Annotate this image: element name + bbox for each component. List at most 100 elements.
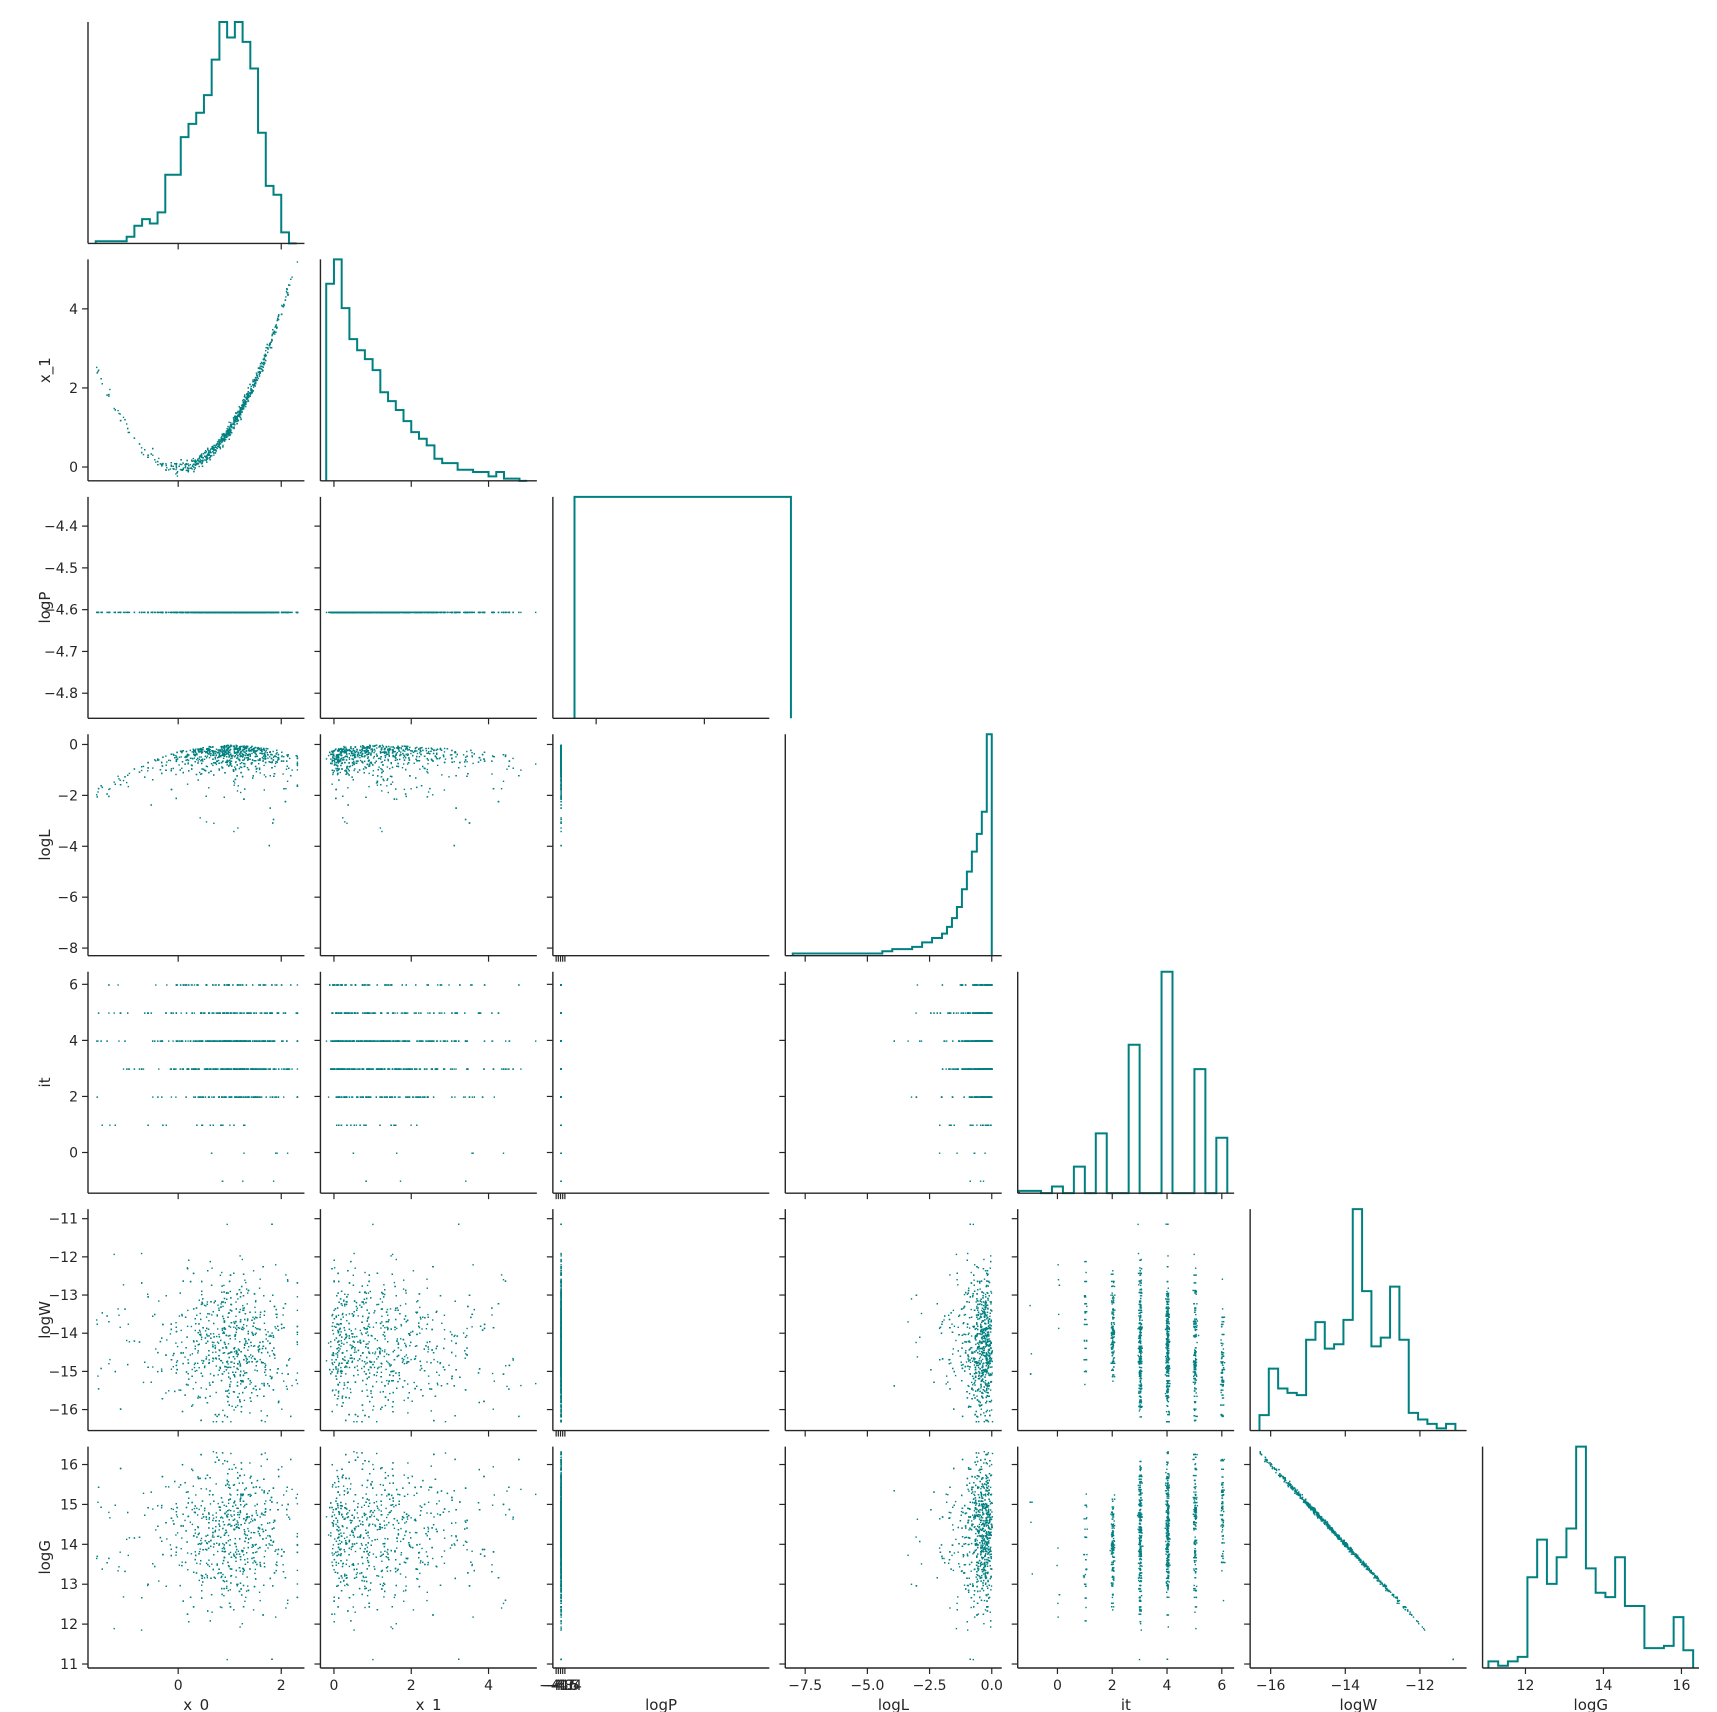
scatter-point [158, 457, 160, 460]
scatter-point [212, 750, 214, 752]
scatter-point [198, 460, 200, 462]
scatter-point [127, 427, 129, 430]
scatter-point [286, 765, 288, 767]
scatter-point [244, 788, 246, 790]
scatter-point [199, 817, 201, 819]
scatter-point [464, 765, 466, 768]
scatter-point [455, 756, 457, 758]
scatter-point [260, 611, 263, 614]
scatter-point [368, 611, 370, 614]
scatter-point [259, 365, 261, 367]
scatter-point [204, 769, 206, 771]
scatter-point [109, 388, 111, 391]
scatter-point [188, 467, 190, 469]
scatter-point [325, 611, 328, 614]
scatter-point [232, 754, 234, 757]
scatter-point [366, 611, 369, 614]
scatter-point [235, 768, 237, 771]
scatter-point [101, 611, 103, 614]
scatter-point [262, 748, 264, 751]
scatter-point [267, 347, 269, 349]
scatter-point [230, 430, 232, 432]
panel-logP-vs-x_1 [314, 496, 537, 725]
scatter-point [418, 611, 420, 614]
scatter-point [291, 611, 293, 614]
scatter-point [261, 756, 264, 759]
scatter-point [122, 416, 125, 419]
scatter-point [230, 755, 233, 757]
scatter-point [423, 611, 426, 614]
scatter-point [240, 407, 242, 409]
scatter-point [373, 611, 375, 614]
scatter-point [204, 611, 206, 614]
scatter-point [260, 747, 262, 749]
scatter-point [226, 756, 228, 758]
scatter-point [216, 441, 219, 443]
scatter-point [226, 436, 228, 438]
scatter-point [261, 368, 263, 370]
scatter-point [283, 788, 285, 790]
scatter-point [241, 411, 243, 413]
scatter-point [342, 611, 344, 614]
scatter-point [232, 423, 234, 425]
scatter-point [252, 384, 254, 386]
scatter-point [191, 611, 193, 614]
scatter-point [221, 745, 223, 748]
panel-x_0-vs-x_0 [87, 21, 305, 250]
scatter-point [109, 611, 111, 614]
scatter-point [202, 457, 204, 459]
scatter-point [246, 611, 248, 614]
scatter-points-logL-vs-x_1 [325, 744, 537, 847]
scatter-point [256, 379, 259, 381]
scatter-point [178, 764, 180, 766]
scatter-point [443, 611, 446, 614]
scatter-point [505, 754, 507, 756]
scatter-point [221, 441, 223, 443]
scatter-point [170, 769, 172, 772]
scatter-point [264, 761, 267, 764]
scatter-point [263, 774, 266, 776]
scatter-point [193, 757, 196, 759]
scatter-point [412, 751, 415, 753]
scatter-point [285, 768, 288, 770]
scatter-point [258, 767, 261, 769]
scatter-point [221, 767, 224, 769]
scatter-point [276, 326, 278, 328]
scatter-point [211, 455, 213, 457]
scatter-point [221, 434, 224, 437]
scatter-point [258, 373, 260, 375]
scatter-point [223, 438, 226, 440]
scatter-point [128, 611, 131, 614]
scatter-point [254, 765, 257, 768]
scatter-point [271, 767, 273, 769]
scatter-point [218, 756, 220, 758]
scatter-point [127, 611, 129, 614]
scatter-point [263, 362, 266, 364]
scatter-point [124, 419, 126, 421]
scatter-point [249, 395, 251, 397]
scatter-point [247, 768, 250, 771]
scatter-point [212, 445, 214, 448]
scatter-point [264, 754, 266, 756]
scatter-point [188, 770, 190, 772]
scatter-point [351, 611, 353, 614]
scatter-point [238, 413, 241, 416]
scatter-point [144, 611, 146, 614]
scatter-point [122, 611, 125, 614]
scatter-point [280, 313, 283, 315]
scatter-point [108, 395, 110, 397]
scatter-point [236, 775, 238, 777]
scatter-point [381, 790, 383, 792]
scatter-point [449, 754, 452, 756]
scatter-point [251, 752, 253, 755]
scatter-point [239, 766, 241, 768]
scatter-point [223, 753, 226, 756]
scatter-point [406, 763, 409, 765]
scatter-point [150, 453, 152, 455]
scatter-point [97, 791, 99, 793]
scatter-point [223, 796, 225, 798]
scatter-point [339, 611, 342, 614]
scatter-point [257, 367, 260, 369]
scatter-point [119, 779, 121, 781]
scatter-point [387, 778, 389, 780]
